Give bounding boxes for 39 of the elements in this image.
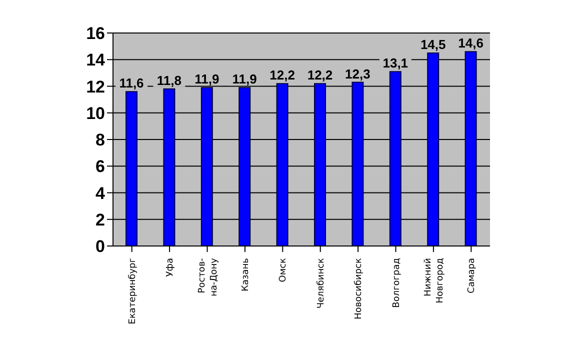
x-tick-label: Нижний Новгород [423,258,446,304]
x-tick-label: Казань [240,258,251,292]
bar [163,88,176,246]
y-tick-label: 0 [96,237,105,256]
data-label: 12,3 [345,66,370,82]
x-tick-label: Ростов-на-Дону [197,257,220,296]
x-tick-label: Новосибирск [354,257,364,320]
data-label: 14,6 [458,36,484,51]
data-label: 13,1 [382,56,408,71]
y-tick-label: 8 [96,130,105,150]
bar [238,87,251,246]
y-tick-label: 14 [86,50,106,70]
y-tick-label: 10 [86,104,105,123]
x-tick-label: Екатеринбург [128,258,138,324]
bar [427,52,440,246]
data-label: 14,5 [420,36,446,52]
bar [276,83,288,246]
data-label: 12,2 [307,68,333,83]
data-label: 11,6 [119,76,144,91]
x-tick-label: Омск [278,257,289,282]
x-tick-label: Волгоград [392,258,402,308]
bar [464,51,477,246]
bar [126,91,138,246]
bar [200,87,213,246]
y-tick-label: 2 [96,210,105,230]
y-tick-label: 12 [86,77,105,96]
y-tick-label: 16 [86,24,105,44]
bar [352,82,364,246]
bar [314,83,326,246]
data-label: 11,8 [156,72,182,88]
x-tick-label: Уфа [166,258,176,277]
data-label: 11,9 [232,72,257,87]
data-label: 12,2 [270,68,295,83]
y-tick-label: 4 [96,184,106,203]
x-tick-label: Самара [467,258,478,294]
y-tick-label: 6 [96,157,105,176]
data-label: 11,9 [194,72,220,87]
x-tick-label: Челябинск [316,257,326,309]
bar [389,71,402,246]
